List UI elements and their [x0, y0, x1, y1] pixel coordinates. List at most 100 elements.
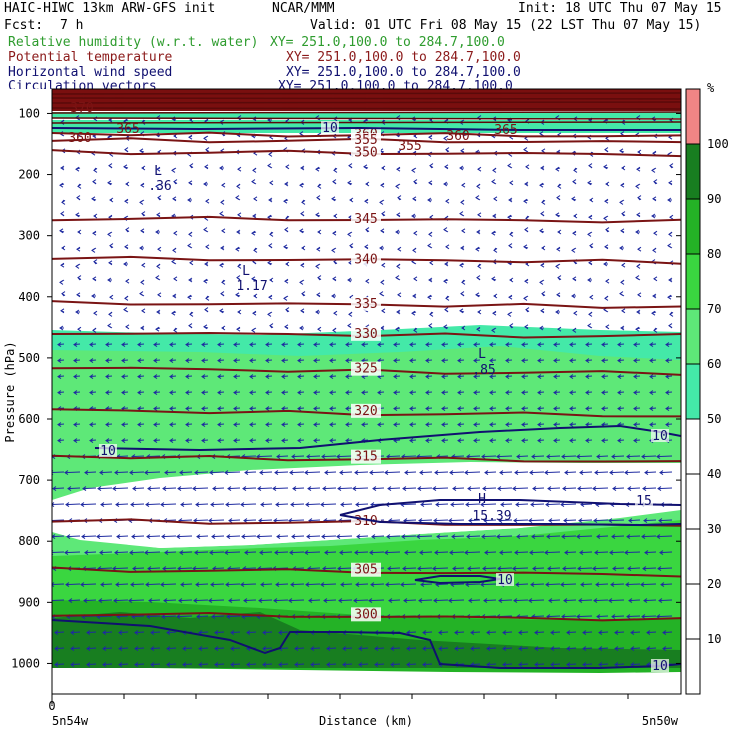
wind-vector-head-1051	[641, 534, 646, 540]
wind-vector-head-1323	[630, 646, 635, 652]
wind-vector-head-1355	[518, 662, 523, 668]
wind-vector-head-362	[237, 263, 242, 269]
wind-vector-head-730	[505, 406, 510, 412]
wind-vector-head-1354	[502, 662, 507, 668]
wind-vector-1323	[630, 647, 641, 650]
wind-vector-head-934	[642, 486, 647, 492]
wind-vector-1158	[480, 583, 497, 586]
wind-vector-head-417	[491, 276, 496, 282]
wind-vector-head-1055	[84, 550, 89, 556]
wind-vector-head-259	[459, 211, 464, 217]
wind-vector-head-1110	[337, 566, 342, 572]
field-rh-name: Relative humidity (w.r.t. water)	[8, 35, 259, 50]
wind-vector-1343	[326, 663, 337, 666]
wind-vector-head-413	[428, 277, 433, 283]
wind-vector-head-386	[621, 262, 626, 268]
wind-vector-1253	[134, 631, 145, 634]
wind-speed-label-bg-0	[321, 121, 339, 134]
wind-vector-head-1024	[211, 534, 216, 540]
wind-vector-head-699	[633, 390, 638, 396]
wind-vector-869	[224, 471, 241, 474]
wind-vector-head-725	[425, 406, 430, 412]
wind-vector-head-1304	[326, 646, 331, 652]
wind-vector-head-1083	[529, 550, 534, 556]
wind-vector-945	[195, 503, 209, 506]
wind-vector-head-1243	[596, 614, 601, 620]
wind-vector-head-966	[530, 502, 535, 508]
wind-vector-head-1258	[214, 630, 219, 636]
wind-vector-940	[115, 503, 129, 506]
wind-vector-1353	[486, 663, 497, 666]
wind-vector-head-360	[204, 261, 209, 267]
wind-vector-head-566	[377, 342, 382, 348]
wind-vector-head-598	[265, 358, 270, 364]
wind-vector-head-547	[73, 342, 78, 348]
wind-vector-head-1219	[211, 614, 216, 620]
wind-vector-1188	[338, 599, 353, 602]
wind-vector-883	[449, 471, 465, 474]
wind-vector-head-755	[281, 422, 286, 428]
wind-vector-head-197	[91, 196, 96, 202]
wind-vector-head-676	[265, 390, 270, 396]
wind-vector-head-1079	[464, 550, 469, 556]
wind-vector-head-372	[396, 263, 401, 269]
wind-vector-head-654	[537, 374, 542, 380]
wind-vector-head-365	[285, 261, 290, 267]
wind-vector-head-375	[444, 261, 449, 267]
wind-vector-head-611	[473, 358, 478, 364]
wind-vector-head-1292	[134, 646, 139, 652]
wind-vector-head-384	[588, 260, 593, 266]
wind-vector-head-254	[381, 211, 386, 217]
wind-vector-1007	[563, 519, 577, 522]
wind-vector-head-925	[497, 486, 502, 492]
rh-shade-midupper-50	[52, 325, 681, 360]
wind-vector-1199	[513, 599, 529, 602]
wind-vector-head-764	[425, 422, 430, 428]
wind-vector-head-1297	[214, 646, 219, 652]
wind-vector-888	[529, 471, 545, 474]
isentrope-upper-2	[52, 101, 681, 104]
wind-vector-head-1306	[358, 646, 363, 652]
wind-vector-1071	[339, 551, 353, 554]
wind-vector-899	[82, 487, 97, 490]
wind-vector-head-953	[320, 502, 325, 508]
wind-vector-843	[436, 455, 449, 458]
wind-vector-head-134	[333, 167, 338, 173]
wind-vector-head-735	[585, 406, 590, 412]
wind-vector-head-583	[649, 342, 654, 348]
colorbar-tick-label-50: 50	[707, 412, 721, 426]
wind-vector-head-531	[443, 324, 448, 330]
wind-vector-head-437	[187, 294, 192, 300]
wind-vector-head-656	[569, 374, 574, 380]
wind-vector-head-1141	[210, 582, 215, 588]
wind-vector-head-915	[337, 486, 342, 492]
wind-vector-head-1193	[418, 598, 423, 604]
wind-vector-1059	[144, 551, 161, 554]
wind-vector-head-286	[269, 231, 274, 237]
wind-vector-head-578	[569, 342, 574, 348]
wind-vector-head-376	[459, 262, 464, 268]
wind-vector-head-327	[301, 245, 306, 251]
wind-vector-head-1322	[614, 646, 619, 652]
wind-vector-head-271	[651, 213, 656, 219]
wind-vector-head-381	[540, 262, 545, 268]
wind-vector-1089	[624, 551, 641, 554]
isentrope-label-bg-315	[351, 449, 381, 464]
wind-vector-head-337	[460, 245, 465, 251]
wind-vector-1041	[481, 535, 497, 538]
wind-vector-head-779	[665, 422, 670, 428]
wind-vector-head-927	[532, 486, 537, 492]
wind-vector-1347	[390, 663, 401, 666]
wind-vector-head-416	[476, 275, 481, 281]
wind-vector-head-887	[514, 470, 519, 476]
wind-vector-915	[337, 487, 353, 490]
wind-vector-909	[242, 487, 257, 490]
colorbar-tick-label-90: 90	[707, 192, 721, 206]
wind-vector-1083	[529, 551, 545, 554]
forecast-label: Fcst:	[4, 18, 44, 33]
y-tick-label-900: 900	[18, 595, 40, 609]
init-time: Init: 18 UTC Thu 07 May 15	[518, 1, 722, 16]
wind-vector-1074	[384, 551, 401, 554]
isentrope-label-320: 320	[354, 404, 377, 419]
wind-vector-1108	[307, 567, 321, 570]
